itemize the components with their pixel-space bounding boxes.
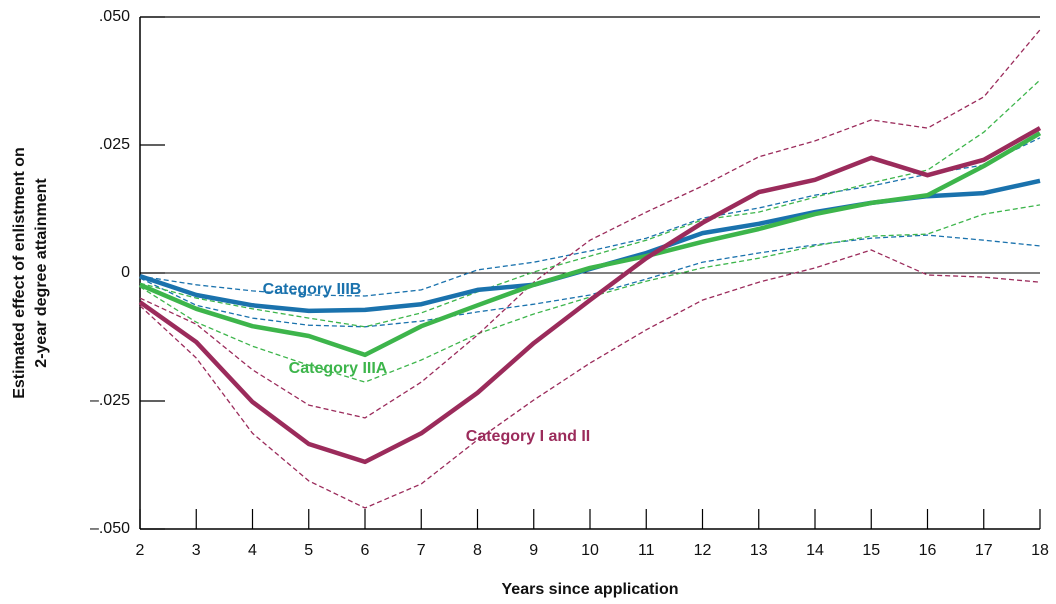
confidence-bound	[139, 204, 1041, 383]
series-label: Category IIIA	[289, 360, 388, 377]
confidence-bound	[139, 249, 1041, 509]
y-tick-label: –.050	[90, 520, 130, 537]
x-tick-label: 16	[919, 542, 937, 559]
x-tick-label: 2	[136, 542, 145, 559]
confidence-bound	[139, 79, 1041, 328]
x-tick-label: 12	[694, 542, 712, 559]
y-tick-label: .025	[99, 136, 130, 153]
series-line	[138, 126, 1042, 465]
x-tick-label: 18	[1031, 542, 1049, 559]
confidence-bound	[139, 137, 1041, 297]
confidence-bound	[139, 29, 1041, 419]
y-axis-title: Estimated effect of enlistment on 2-year…	[11, 147, 50, 399]
x-tick-label: 14	[806, 542, 824, 559]
x-tick-label: 5	[304, 542, 313, 559]
x-tick-label: 3	[192, 542, 201, 559]
confidence-bound	[139, 234, 1041, 328]
y-axis-title-line: Estimated effect of enlistment on	[11, 147, 28, 399]
y-axis-title-line: 2-year degree attainment	[33, 178, 50, 368]
x-tick-label: 13	[750, 542, 768, 559]
x-tick-label: 10	[581, 542, 599, 559]
y-tick-label: .050	[99, 8, 130, 25]
x-tick-label: 15	[862, 542, 880, 559]
x-tick-label: 9	[529, 542, 538, 559]
series-label: Category IIIB	[263, 281, 362, 298]
x-tick-label: 6	[361, 542, 370, 559]
series-label: Category I and II	[466, 428, 590, 445]
y-tick-label: –.025	[90, 392, 130, 409]
y-tick-label: 0	[121, 264, 130, 281]
x-tick-label: 17	[975, 542, 993, 559]
x-axis-title: Years since application	[502, 581, 679, 598]
x-tick-label: 11	[638, 542, 655, 559]
series-line	[139, 131, 1042, 358]
x-tick-label: 7	[417, 542, 426, 559]
x-tick-label: 8	[473, 542, 482, 559]
x-tick-label: 4	[248, 542, 257, 559]
